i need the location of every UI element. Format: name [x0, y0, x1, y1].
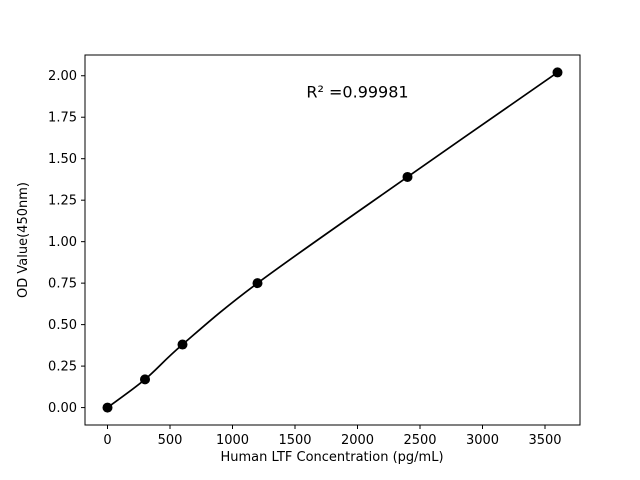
y-tick-label: 1.25: [48, 194, 77, 209]
fit-line: [106, 71, 558, 409]
y-tick-label: 0.75: [48, 277, 77, 292]
data-point: [177, 339, 188, 350]
y-tick-label: 0.25: [48, 360, 77, 375]
x-tick-label: 2000: [341, 433, 374, 448]
data-point: [402, 171, 413, 182]
y-tick-label: 1.00: [48, 235, 77, 250]
x-tick-label: 0: [103, 433, 111, 448]
data-point: [552, 67, 563, 78]
r-squared-annotation: R² =0.99981: [306, 82, 408, 101]
x-tick-label: 2500: [403, 433, 436, 448]
plot-area: 0 500 1000 1500 2000 2500 3000 3500 0.00 0.25 0.50…: [48, 54, 581, 448]
data-point: [140, 374, 150, 385]
axes-box: [84, 54, 581, 426]
x-tick-label: 3500: [528, 433, 561, 448]
x-tick-label: 1000: [216, 433, 249, 448]
y-tick-label: 1.75: [48, 111, 77, 126]
x-tick-label: 500: [158, 433, 183, 448]
x-axis-label: Human LTF Concentration (pg/mL): [220, 450, 443, 465]
data-point: [252, 278, 263, 289]
x-tick-label: 1500: [278, 433, 311, 448]
y-axis-label: OD Value(450nm): [16, 182, 31, 298]
x-tick-label: 3000: [466, 433, 499, 448]
y-tick-label: 1.50: [48, 152, 77, 167]
y-tick-label: 2.00: [48, 69, 77, 84]
y-tick-label: 0.50: [48, 318, 77, 333]
data-point: [102, 402, 113, 413]
y-tick-label: 0.00: [48, 401, 77, 416]
